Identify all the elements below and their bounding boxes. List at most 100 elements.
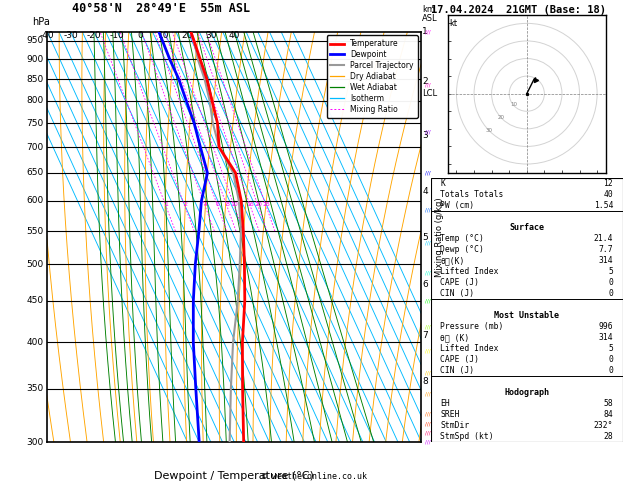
- Text: ///: ///: [425, 371, 430, 376]
- Text: Totals Totals: Totals Totals: [440, 190, 504, 199]
- Text: Lifted Index: Lifted Index: [440, 344, 499, 353]
- Text: 300: 300: [26, 438, 43, 447]
- Text: 0: 0: [608, 366, 613, 375]
- Text: 800: 800: [26, 96, 43, 105]
- Text: K: K: [440, 179, 445, 188]
- Text: 500: 500: [26, 260, 43, 269]
- Text: Dewpoint / Temperature (°C): Dewpoint / Temperature (°C): [154, 471, 314, 481]
- Text: ///: ///: [425, 392, 430, 397]
- Text: LCL: LCL: [422, 89, 437, 98]
- Text: ///: ///: [425, 298, 430, 303]
- Text: 0: 0: [138, 31, 143, 40]
- Text: 314: 314: [598, 256, 613, 265]
- Text: 21.4: 21.4: [594, 234, 613, 243]
- Text: © weatheronline.co.uk: © weatheronline.co.uk: [262, 472, 367, 481]
- Text: 12: 12: [603, 179, 613, 188]
- Text: StmSpd (kt): StmSpd (kt): [440, 432, 494, 441]
- Text: ///: ///: [425, 271, 430, 276]
- Text: 996: 996: [598, 322, 613, 331]
- Text: CIN (J): CIN (J): [440, 289, 475, 298]
- Text: ///: ///: [425, 29, 430, 34]
- Text: km
ASL: km ASL: [422, 5, 438, 23]
- Text: -40: -40: [40, 31, 55, 40]
- Text: θᴇ (K): θᴇ (K): [440, 333, 470, 342]
- Text: 7: 7: [422, 330, 428, 340]
- Text: 400: 400: [26, 337, 43, 347]
- Text: 600: 600: [26, 196, 43, 205]
- Text: 16: 16: [247, 202, 254, 207]
- Text: 25: 25: [262, 202, 270, 207]
- Text: ///: ///: [425, 240, 430, 245]
- Text: 850: 850: [26, 75, 43, 84]
- Text: ///: ///: [425, 171, 430, 175]
- Text: 40: 40: [603, 190, 613, 199]
- Text: -20: -20: [87, 31, 101, 40]
- Text: 58: 58: [603, 399, 613, 408]
- Text: 314: 314: [598, 333, 613, 342]
- Text: Hodograph: Hodograph: [504, 388, 549, 397]
- Text: -30: -30: [63, 31, 78, 40]
- Text: 28: 28: [603, 432, 613, 441]
- Text: 8: 8: [225, 202, 229, 207]
- Text: 10: 10: [159, 31, 170, 40]
- Text: Dewp (°C): Dewp (°C): [440, 245, 484, 254]
- Text: CAPE (J): CAPE (J): [440, 355, 479, 364]
- Text: 2: 2: [183, 202, 187, 207]
- Text: ///: ///: [425, 324, 430, 330]
- Text: 10: 10: [231, 202, 238, 207]
- Text: 700: 700: [26, 142, 43, 152]
- Text: Lifted Index: Lifted Index: [440, 267, 499, 276]
- Text: 4: 4: [422, 187, 428, 196]
- Text: 450: 450: [26, 296, 43, 306]
- Text: ///: ///: [425, 440, 430, 445]
- Text: 20: 20: [254, 202, 262, 207]
- Text: 0: 0: [608, 289, 613, 298]
- Text: 30: 30: [486, 128, 493, 133]
- Text: 7.7: 7.7: [598, 245, 613, 254]
- Text: Mixing Ratio (g/kg): Mixing Ratio (g/kg): [435, 197, 443, 277]
- Text: hPa: hPa: [32, 17, 50, 28]
- Text: ///: ///: [425, 431, 430, 436]
- Text: kt: kt: [449, 19, 457, 28]
- Text: 6: 6: [422, 280, 428, 289]
- Text: 900: 900: [26, 55, 43, 64]
- Legend: Temperature, Dewpoint, Parcel Trajectory, Dry Adiabat, Wet Adiabat, Isotherm, Mi: Temperature, Dewpoint, Parcel Trajectory…: [326, 35, 418, 118]
- Text: 20: 20: [498, 115, 505, 120]
- Text: ///: ///: [425, 83, 430, 88]
- Text: 350: 350: [26, 384, 43, 393]
- Text: PW (cm): PW (cm): [440, 201, 475, 210]
- Text: 30: 30: [205, 31, 216, 40]
- Text: ///: ///: [425, 421, 430, 426]
- Text: SREH: SREH: [440, 410, 460, 419]
- Text: 20: 20: [182, 31, 193, 40]
- Text: 8: 8: [422, 377, 428, 386]
- Text: 1.54: 1.54: [594, 201, 613, 210]
- Text: 5: 5: [608, 344, 613, 353]
- Text: 1: 1: [164, 202, 168, 207]
- Text: 40°58'N  28°49'E  55m ASL: 40°58'N 28°49'E 55m ASL: [72, 1, 250, 15]
- Text: 0: 0: [608, 355, 613, 364]
- Text: 950: 950: [26, 36, 43, 45]
- Text: 5: 5: [422, 233, 428, 242]
- Text: CAPE (J): CAPE (J): [440, 278, 479, 287]
- Text: 84: 84: [603, 410, 613, 419]
- Text: 750: 750: [26, 119, 43, 127]
- Text: θᴇ(K): θᴇ(K): [440, 256, 465, 265]
- Text: 232°: 232°: [594, 421, 613, 430]
- Text: Temp (°C): Temp (°C): [440, 234, 484, 243]
- Text: 17.04.2024  21GMT (Base: 18): 17.04.2024 21GMT (Base: 18): [431, 4, 606, 15]
- Text: 40: 40: [228, 31, 240, 40]
- Text: ///: ///: [425, 207, 430, 212]
- Text: EH: EH: [440, 399, 450, 408]
- Text: 10: 10: [511, 103, 518, 107]
- Text: 2: 2: [422, 77, 428, 86]
- Text: Surface: Surface: [509, 223, 544, 232]
- Text: ///: ///: [425, 348, 430, 353]
- Text: Most Unstable: Most Unstable: [494, 311, 559, 320]
- Text: 6: 6: [216, 202, 220, 207]
- Text: Pressure (mb): Pressure (mb): [440, 322, 504, 331]
- Text: 1: 1: [422, 27, 428, 36]
- Text: 4: 4: [203, 202, 208, 207]
- Text: 550: 550: [26, 226, 43, 236]
- Text: ///: ///: [425, 129, 430, 134]
